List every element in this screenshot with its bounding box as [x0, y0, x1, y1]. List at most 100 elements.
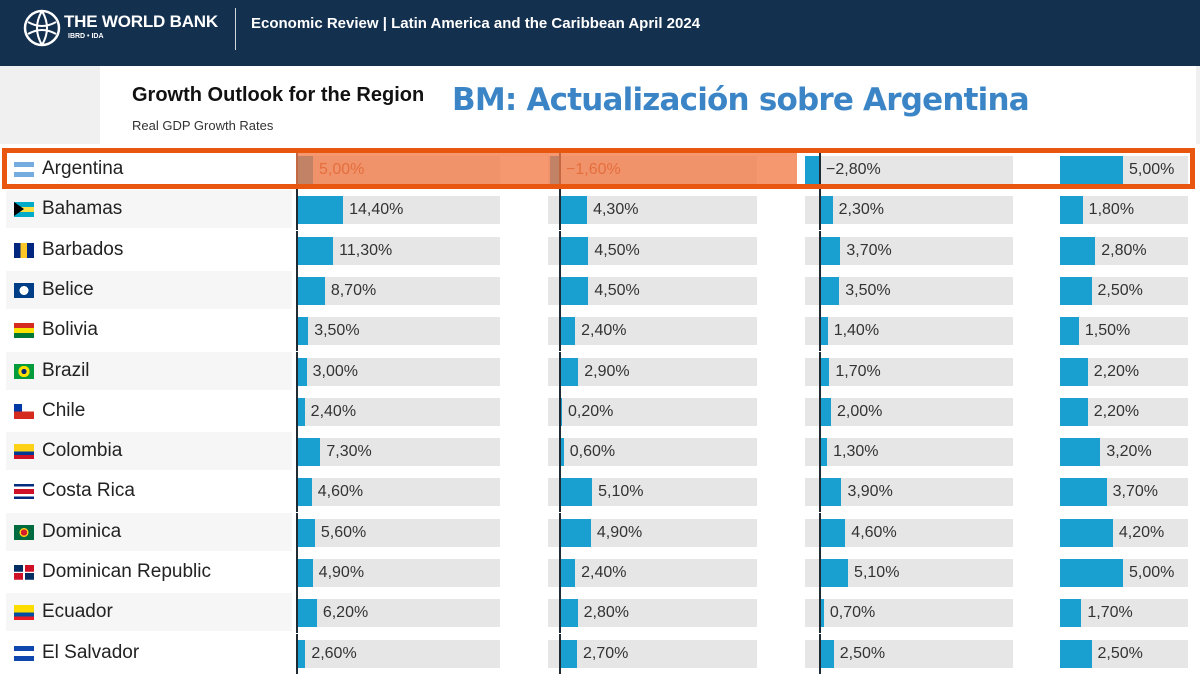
value-label: 4,90% — [318, 564, 365, 581]
country-cell: Chile — [6, 391, 292, 430]
bar-track — [297, 639, 500, 668]
zero-axis — [559, 472, 561, 513]
bar — [804, 156, 820, 184]
value-label: 4,50% — [594, 241, 640, 259]
value-label: 2,20% — [1093, 402, 1140, 420]
value-label: 2,00% — [837, 402, 883, 420]
barbados-flag-icon — [14, 242, 34, 258]
bar-track — [805, 196, 1013, 225]
value-label: 4,60% — [317, 483, 364, 501]
zero-axis — [296, 351, 298, 392]
zero-axis — [819, 633, 821, 674]
bar — [560, 639, 577, 668]
country-name: Bahamas — [42, 198, 123, 220]
value-label: 3,20% — [1106, 443, 1152, 461]
bar — [297, 478, 312, 507]
bar — [820, 478, 842, 507]
bar — [820, 236, 841, 265]
zero-axis — [819, 190, 821, 231]
value-label: 0,20% — [568, 402, 614, 420]
value-label: 2,50% — [839, 644, 886, 662]
country-name: Belice — [42, 278, 94, 300]
bar — [820, 559, 849, 587]
bar — [297, 518, 315, 547]
value-label: 14,40% — [349, 201, 404, 219]
bar — [297, 397, 305, 426]
zero-axis — [296, 633, 298, 674]
value-label: 3,70% — [1112, 483, 1158, 501]
dominica-flag-icon — [14, 524, 34, 540]
country-cell: Colombia — [6, 432, 292, 471]
bar — [1060, 397, 1088, 426]
bar — [820, 599, 824, 628]
country-name: Barbados — [42, 238, 124, 260]
zero-axis — [296, 270, 298, 311]
value-label: −2,80% — [826, 161, 881, 178]
table-row: Dominican Republic 4,90% 2,40% 5,10% 5,00% — [0, 553, 1200, 594]
bar — [297, 357, 307, 386]
bar — [1060, 276, 1092, 305]
value-label: 1,80% — [1088, 201, 1135, 219]
bar — [820, 357, 830, 386]
logo-text: THE WORLD BANK — [64, 12, 218, 31]
value-label: 3,50% — [845, 281, 891, 299]
bar-track — [805, 639, 1013, 668]
bar — [560, 478, 593, 507]
bar — [297, 599, 317, 628]
value-label: 4,30% — [593, 201, 639, 219]
bar — [1060, 518, 1113, 547]
header-divider — [235, 8, 236, 50]
value-label: 2,30% — [838, 201, 885, 219]
value-label: 2,50% — [1097, 281, 1143, 299]
country-cell: Dominican Republic — [6, 553, 292, 591]
table-row: Dominica 5,60% 4,90% 4,60% 4,20% — [0, 512, 1200, 553]
zero-axis — [559, 593, 561, 634]
value-label: 3,00% — [312, 362, 358, 380]
zero-axis — [559, 270, 561, 311]
zero-axis — [296, 472, 298, 513]
report-title: Economic Review | Latin America and the … — [251, 15, 701, 32]
bar — [820, 196, 833, 225]
bar — [820, 518, 846, 547]
zero-axis — [296, 391, 298, 432]
zero-axis — [296, 593, 298, 634]
belize-flag-icon — [14, 282, 34, 298]
table-row: Ecuador 6,20% 2,80% 0,70% 1,70% — [0, 593, 1200, 634]
country-cell: Brazil — [6, 351, 292, 390]
bar — [1060, 317, 1079, 346]
bar — [1060, 639, 1092, 668]
country-cell: Belice — [6, 270, 292, 309]
country-name: Dominica — [42, 520, 122, 542]
value-label: 1,70% — [1087, 604, 1133, 622]
zero-axis — [559, 633, 561, 674]
value-label: 5,10% — [854, 564, 900, 581]
bar — [1060, 236, 1096, 265]
value-label: 2,40% — [581, 322, 627, 340]
value-label: 3,90% — [847, 483, 893, 501]
zero-axis — [559, 512, 561, 553]
value-label: 3,70% — [846, 241, 892, 259]
bar-track — [805, 156, 1013, 184]
value-label: 4,20% — [1118, 523, 1165, 541]
brazil-flag-icon — [14, 363, 34, 379]
bar-track — [548, 639, 757, 668]
country-name: Argentina — [42, 158, 124, 179]
country-cell: Dominica — [6, 512, 292, 551]
value-label: 8,70% — [330, 281, 377, 299]
costa-rica-flag-icon — [14, 484, 34, 500]
bar-track — [297, 599, 500, 628]
table-row: Bolivia 3,50% 2,40% 1,40% 1,50% — [0, 311, 1200, 352]
bar — [560, 518, 591, 547]
value-label: 2,80% — [1101, 241, 1147, 259]
value-label: 3,50% — [314, 322, 360, 340]
bar — [560, 559, 576, 587]
bar — [820, 438, 828, 467]
value-label: 1,30% — [833, 443, 879, 461]
bar — [560, 236, 589, 265]
value-label: 1,40% — [833, 322, 880, 340]
el-salvador-flag-icon — [14, 645, 34, 661]
table-row: El Salvador 2,60% 2,70% 2,50% 2,50% — [0, 633, 1200, 674]
country-cell: Costa Rica — [6, 472, 292, 511]
bar — [297, 639, 306, 668]
value-label: 11,30% — [339, 241, 393, 259]
